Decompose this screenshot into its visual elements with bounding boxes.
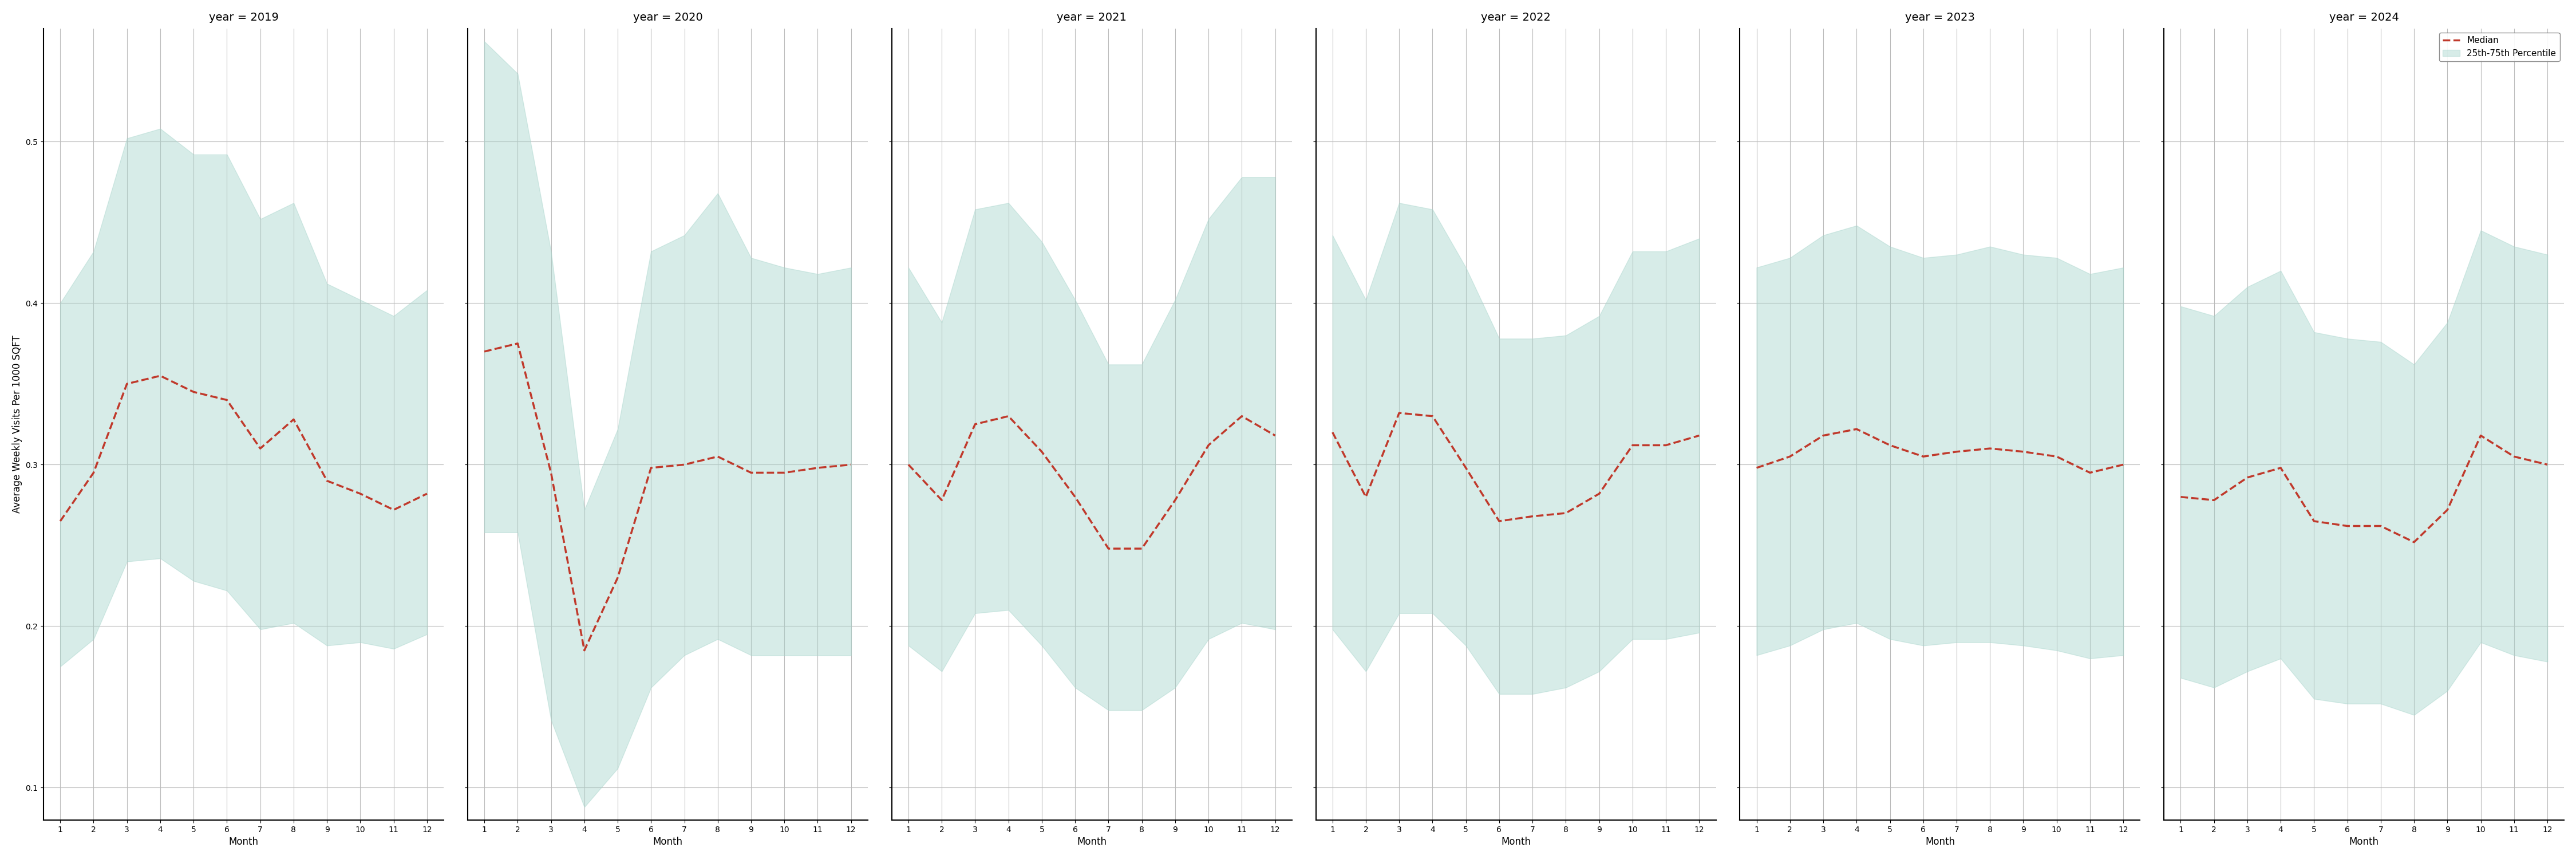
Median	[569, 645, 600, 655]
Line: Median: Median	[484, 344, 850, 650]
Median	[1383, 408, 1414, 418]
Median	[1875, 440, 1906, 450]
Median	[1685, 430, 1716, 441]
Median	[2264, 463, 2295, 473]
X-axis label: Month: Month	[1924, 837, 1955, 847]
Median	[603, 573, 634, 583]
Median	[2298, 516, 2329, 527]
Median	[1775, 451, 1806, 461]
X-axis label: Month: Month	[652, 837, 683, 847]
Median	[1193, 440, 1224, 450]
Median	[1417, 411, 1448, 421]
Line: Median: Median	[909, 416, 1275, 549]
Median	[835, 460, 866, 470]
Median	[1484, 516, 1515, 527]
Median	[2107, 460, 2138, 470]
Median	[2331, 521, 2362, 531]
Median	[2365, 521, 2396, 531]
Median	[245, 443, 276, 454]
Median	[412, 489, 443, 499]
Title: year = 2020: year = 2020	[634, 12, 703, 23]
Median	[2231, 472, 2262, 483]
Median	[2532, 460, 2563, 470]
Median	[1942, 447, 1973, 457]
Median	[1350, 491, 1381, 502]
Median	[992, 411, 1023, 421]
Median	[1618, 440, 1649, 450]
Median	[2007, 447, 2038, 457]
Median	[502, 338, 533, 349]
Median	[768, 467, 799, 478]
Median	[2432, 505, 2463, 515]
Median	[1909, 451, 1940, 461]
Median	[211, 395, 242, 405]
Title: year = 2022: year = 2022	[1481, 12, 1551, 23]
Title: year = 2024: year = 2024	[2329, 12, 2398, 23]
Median	[1517, 511, 1548, 521]
Median	[1584, 489, 1615, 499]
Median	[1651, 440, 1682, 450]
Median	[927, 495, 958, 505]
Median	[2398, 537, 2429, 547]
Line: Median: Median	[1332, 413, 1700, 521]
Median	[379, 505, 410, 515]
Median	[636, 463, 667, 473]
Median	[737, 467, 768, 478]
X-axis label: Month: Month	[229, 837, 258, 847]
Line: Median: Median	[59, 375, 428, 521]
Line: Median: Median	[1757, 430, 2123, 472]
Title: year = 2023: year = 2023	[1906, 12, 1976, 23]
X-axis label: Month: Month	[1077, 837, 1108, 847]
Median	[1126, 544, 1157, 554]
Median	[111, 379, 142, 389]
Line: Median: Median	[2182, 436, 2548, 542]
Median	[536, 467, 567, 478]
Median	[1741, 463, 1772, 473]
Median	[703, 451, 734, 461]
Median	[1808, 430, 1839, 441]
Median	[2074, 467, 2105, 478]
Median	[1450, 463, 1481, 473]
Median	[1059, 491, 1090, 502]
Median	[278, 414, 309, 424]
Median	[1842, 424, 1873, 435]
Median	[1092, 544, 1123, 554]
Median	[312, 476, 343, 486]
Median	[961, 419, 992, 430]
Median	[670, 460, 701, 470]
Median	[2040, 451, 2071, 461]
Median	[144, 370, 175, 381]
Legend: Median, 25th-75th Percentile: Median, 25th-75th Percentile	[2439, 33, 2561, 61]
Y-axis label: Average Weekly Visits Per 1000 SQFT: Average Weekly Visits Per 1000 SQFT	[13, 335, 23, 513]
Title: year = 2021: year = 2021	[1056, 12, 1126, 23]
Median	[2465, 430, 2496, 441]
Median	[469, 346, 500, 356]
Median	[345, 489, 376, 499]
Median	[1025, 447, 1056, 457]
Median	[1260, 430, 1291, 441]
Median	[178, 387, 209, 397]
Median	[44, 516, 75, 527]
Median	[2499, 451, 2530, 461]
Median	[1159, 495, 1190, 505]
Median	[1973, 443, 2004, 454]
Median	[2197, 495, 2228, 505]
Median	[894, 460, 925, 470]
Median	[1316, 427, 1347, 437]
Median	[801, 463, 832, 473]
Median	[2166, 491, 2197, 502]
Median	[1226, 411, 1257, 421]
Median	[1551, 508, 1582, 518]
X-axis label: Month: Month	[2349, 837, 2378, 847]
X-axis label: Month: Month	[1502, 837, 1530, 847]
Title: year = 2019: year = 2019	[209, 12, 278, 23]
Median	[77, 467, 108, 478]
